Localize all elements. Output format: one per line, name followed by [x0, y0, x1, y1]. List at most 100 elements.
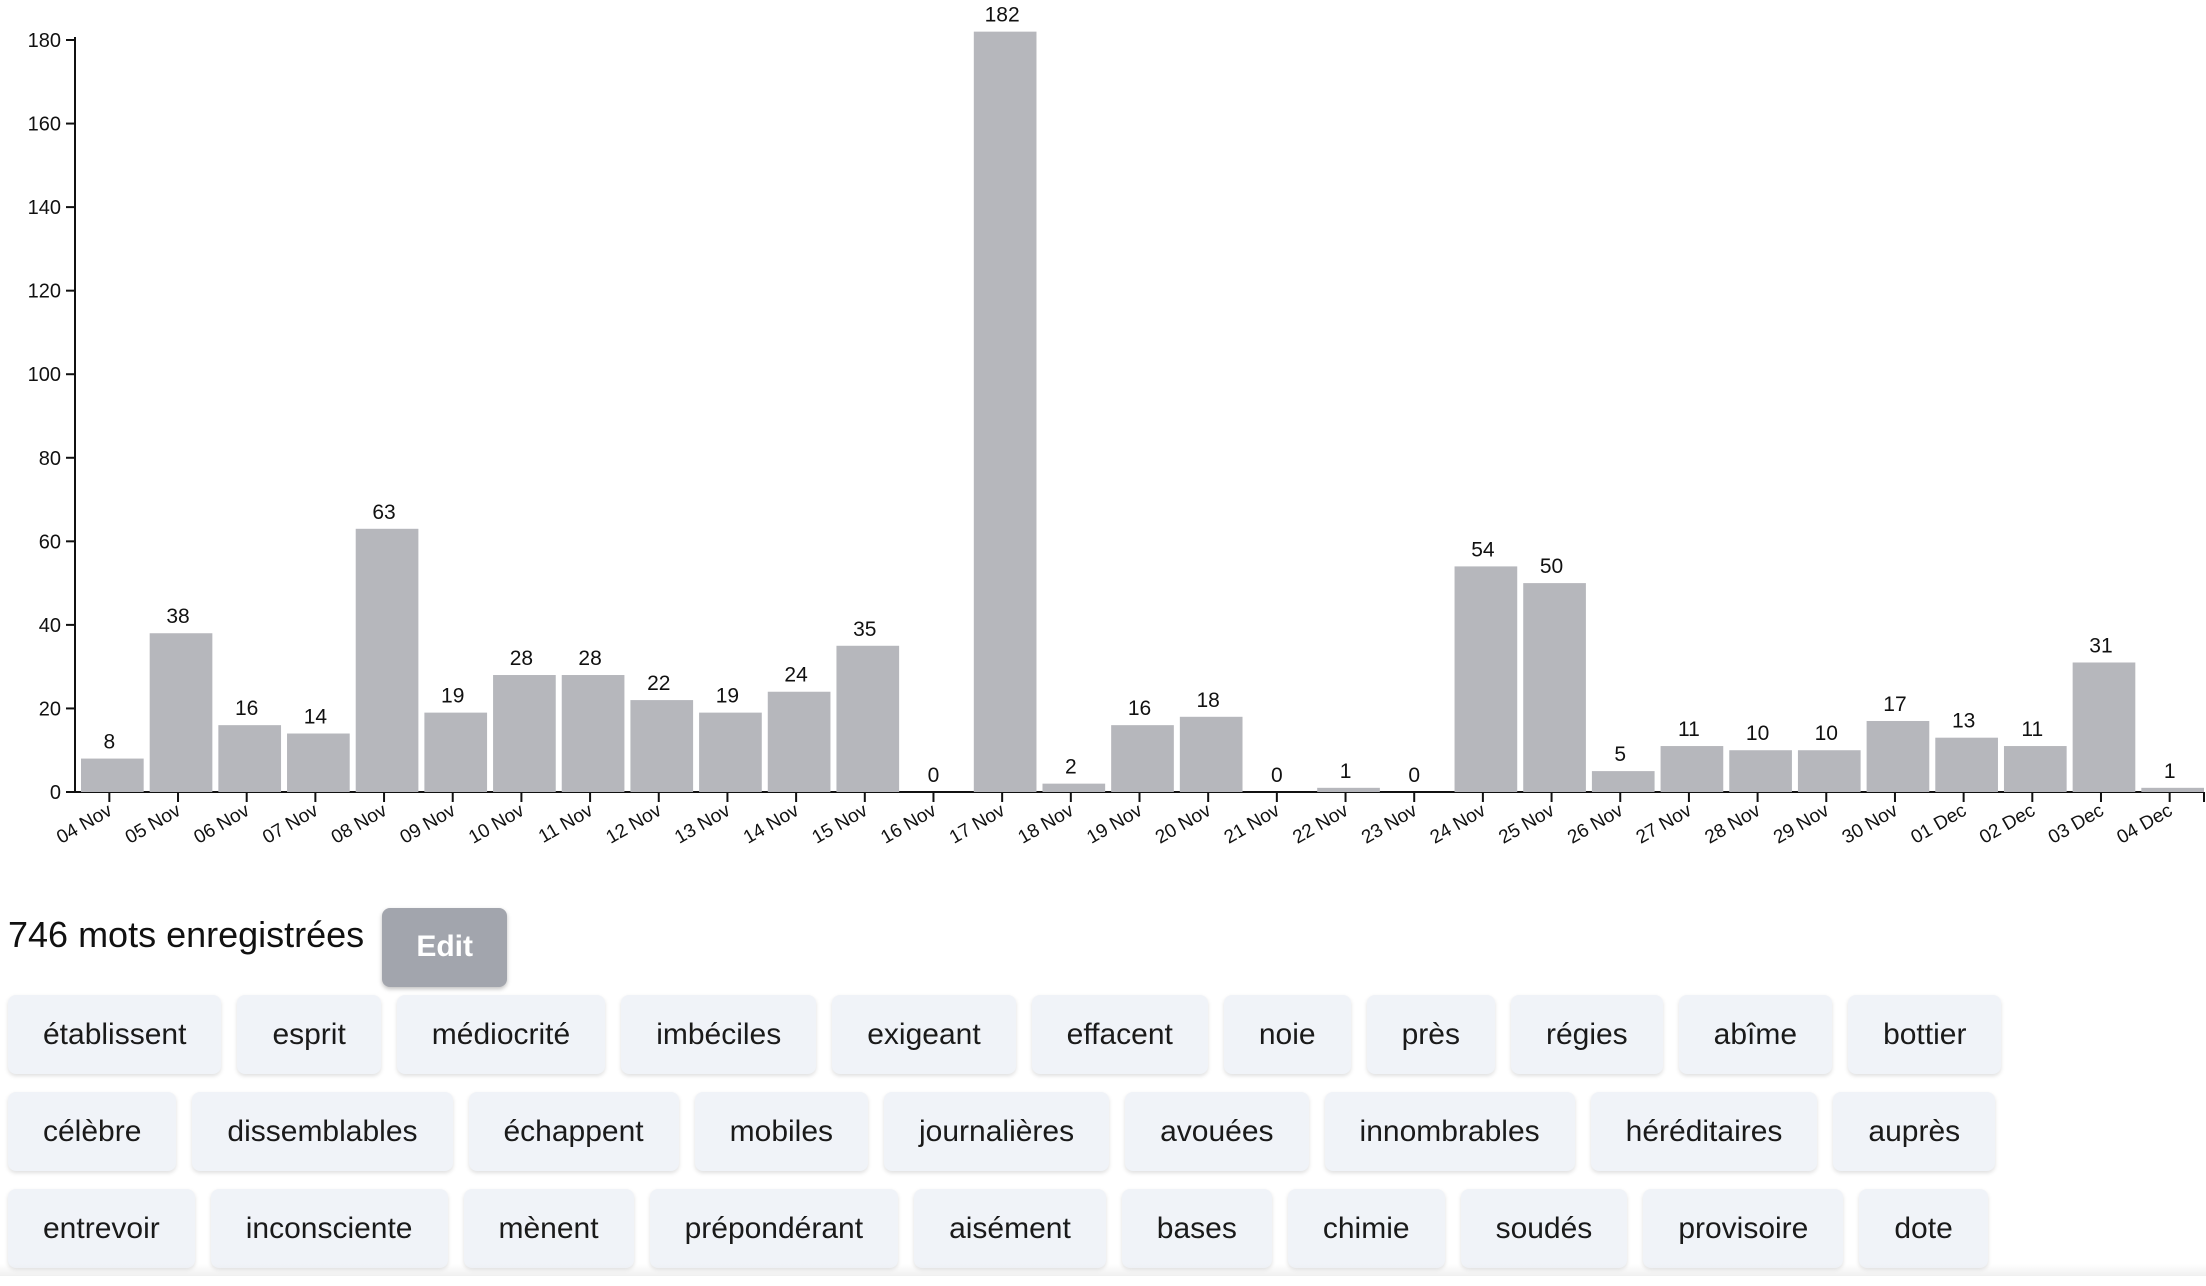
- word-chip[interactable]: mobiles: [694, 1092, 869, 1171]
- word-chip[interactable]: mènent: [463, 1189, 634, 1268]
- bar: [561, 675, 625, 792]
- x-tick-label: 19 Nov: [1083, 800, 1146, 849]
- word-chip[interactable]: esprit: [237, 995, 381, 1074]
- data-label: 16: [235, 697, 258, 720]
- data-label: 1: [1340, 760, 1352, 783]
- word-chip[interactable]: provisoire: [1643, 1189, 1844, 1268]
- word-chip[interactable]: bases: [1121, 1189, 1272, 1268]
- bar: [630, 700, 694, 792]
- x-tick-label: 24 Nov: [1427, 800, 1490, 849]
- word-list: établissent esprit médiocrité imbéciles exig…: [8, 995, 2198, 1286]
- x-tick-label: 04 Nov: [53, 800, 116, 849]
- y-tick-label: 20: [39, 698, 61, 720]
- word-chip[interactable]: entrevoir: [8, 1189, 195, 1268]
- word-chip[interactable]: auprès: [1833, 1092, 1996, 1171]
- word-chip[interactable]: journalières: [884, 1092, 1110, 1171]
- word-chip[interactable]: régies: [1510, 995, 1663, 1074]
- data-label: 0: [1271, 764, 1283, 787]
- word-chip[interactable]: imbéciles: [621, 995, 817, 1074]
- data-label: 35: [853, 618, 876, 641]
- x-tick-label: 28 Nov: [1701, 800, 1764, 849]
- bar: [355, 528, 419, 792]
- word-chip[interactable]: bottier: [1848, 995, 2002, 1074]
- bar: [424, 712, 488, 792]
- data-label: 1: [2164, 760, 2176, 783]
- word-chip[interactable]: exigeant: [832, 995, 1016, 1074]
- y-tick-label: 60: [39, 531, 61, 553]
- summary-bar: 746 mots enregistrées Edit: [8, 895, 508, 987]
- x-tick-label: 18 Nov: [1015, 800, 1078, 849]
- data-label: 22: [647, 672, 670, 695]
- bar: [1317, 787, 1380, 792]
- word-chip[interactable]: chimie: [1287, 1189, 1445, 1268]
- data-label: 28: [510, 647, 533, 670]
- word-chip[interactable]: établissent: [8, 995, 222, 1074]
- data-label: 54: [1471, 538, 1495, 561]
- x-tick-label: 23 Nov: [1358, 800, 1421, 849]
- y-tick-label: 160: [28, 114, 61, 136]
- data-label: 17: [1883, 693, 1906, 716]
- word-chip[interactable]: inconsciente: [210, 1189, 448, 1268]
- data-label: 10: [1815, 722, 1838, 745]
- word-chip[interactable]: aisément: [914, 1189, 1106, 1268]
- bar: [1111, 725, 1174, 792]
- bar: [1660, 746, 1724, 792]
- bar: [1179, 716, 1243, 792]
- word-chip[interactable]: effacent: [1031, 995, 1208, 1074]
- word-row: célèbre dissemblables échappent mobiles jour…: [8, 1092, 2198, 1171]
- data-label: 14: [304, 706, 328, 729]
- data-label: 2: [1065, 756, 1077, 779]
- word-chip[interactable]: héréditaires: [1590, 1092, 1818, 1171]
- data-label: 11: [1678, 718, 1700, 741]
- y-tick-label: 140: [28, 197, 61, 219]
- data-label: 8: [103, 731, 115, 754]
- bar: [1866, 720, 1930, 792]
- x-tick-label: 14 Nov: [740, 800, 803, 849]
- x-tick-label: 17 Nov: [946, 800, 1009, 849]
- data-label: 19: [441, 685, 464, 708]
- word-row: entrevoir inconsciente mènent prépondérant a…: [8, 1189, 2198, 1268]
- data-label: 18: [1196, 689, 1219, 712]
- x-tick-label: 21 Nov: [1221, 800, 1284, 849]
- word-chip[interactable]: innombrables: [1324, 1092, 1575, 1171]
- x-tick-label: 10 Nov: [465, 800, 528, 849]
- y-tick-label: 180: [28, 30, 61, 52]
- word-row: établissent esprit médiocrité imbéciles exig…: [8, 995, 2198, 1074]
- x-tick-label: 27 Nov: [1633, 800, 1696, 849]
- bar: [767, 691, 831, 792]
- data-label: 13: [1952, 710, 1975, 733]
- bar: [493, 675, 556, 792]
- y-tick-label: 40: [39, 615, 61, 637]
- x-tick-label: 06 Nov: [191, 800, 254, 849]
- bar: [1523, 583, 1586, 792]
- word-chip[interactable]: célèbre: [8, 1092, 177, 1171]
- word-chip[interactable]: soudés: [1460, 1189, 1628, 1268]
- data-label: 11: [2021, 718, 2043, 741]
- data-label: 10: [1746, 722, 1769, 745]
- edit-button[interactable]: Edit: [382, 907, 508, 987]
- data-label: 28: [578, 647, 601, 670]
- bar: [2141, 787, 2204, 792]
- data-label: 31: [2089, 634, 2112, 657]
- word-chip[interactable]: médiocrité: [396, 995, 606, 1074]
- word-chip[interactable]: échappent: [468, 1092, 679, 1171]
- x-tick-label: 05 Nov: [122, 800, 185, 849]
- data-label: 38: [166, 605, 189, 628]
- word-chip[interactable]: noie: [1223, 995, 1351, 1074]
- word-chip[interactable]: dissemblables: [192, 1092, 453, 1171]
- data-label: 24: [784, 664, 808, 687]
- y-tick-label: 80: [39, 448, 61, 470]
- x-tick-label: 16 Nov: [877, 800, 940, 849]
- x-tick-label: 02 Dec: [1976, 800, 2039, 848]
- word-chip[interactable]: près: [1366, 995, 1495, 1074]
- bar: [2072, 662, 2136, 792]
- word-chip[interactable]: avouées: [1125, 1092, 1309, 1171]
- bar: [1935, 737, 1998, 792]
- x-tick-label: 07 Nov: [259, 800, 322, 849]
- word-chip[interactable]: prépondérant: [649, 1189, 899, 1268]
- word-chip[interactable]: abîme: [1678, 995, 1833, 1074]
- bar: [699, 712, 762, 792]
- word-chip[interactable]: dote: [1859, 1189, 1988, 1268]
- bar: [1729, 750, 1792, 792]
